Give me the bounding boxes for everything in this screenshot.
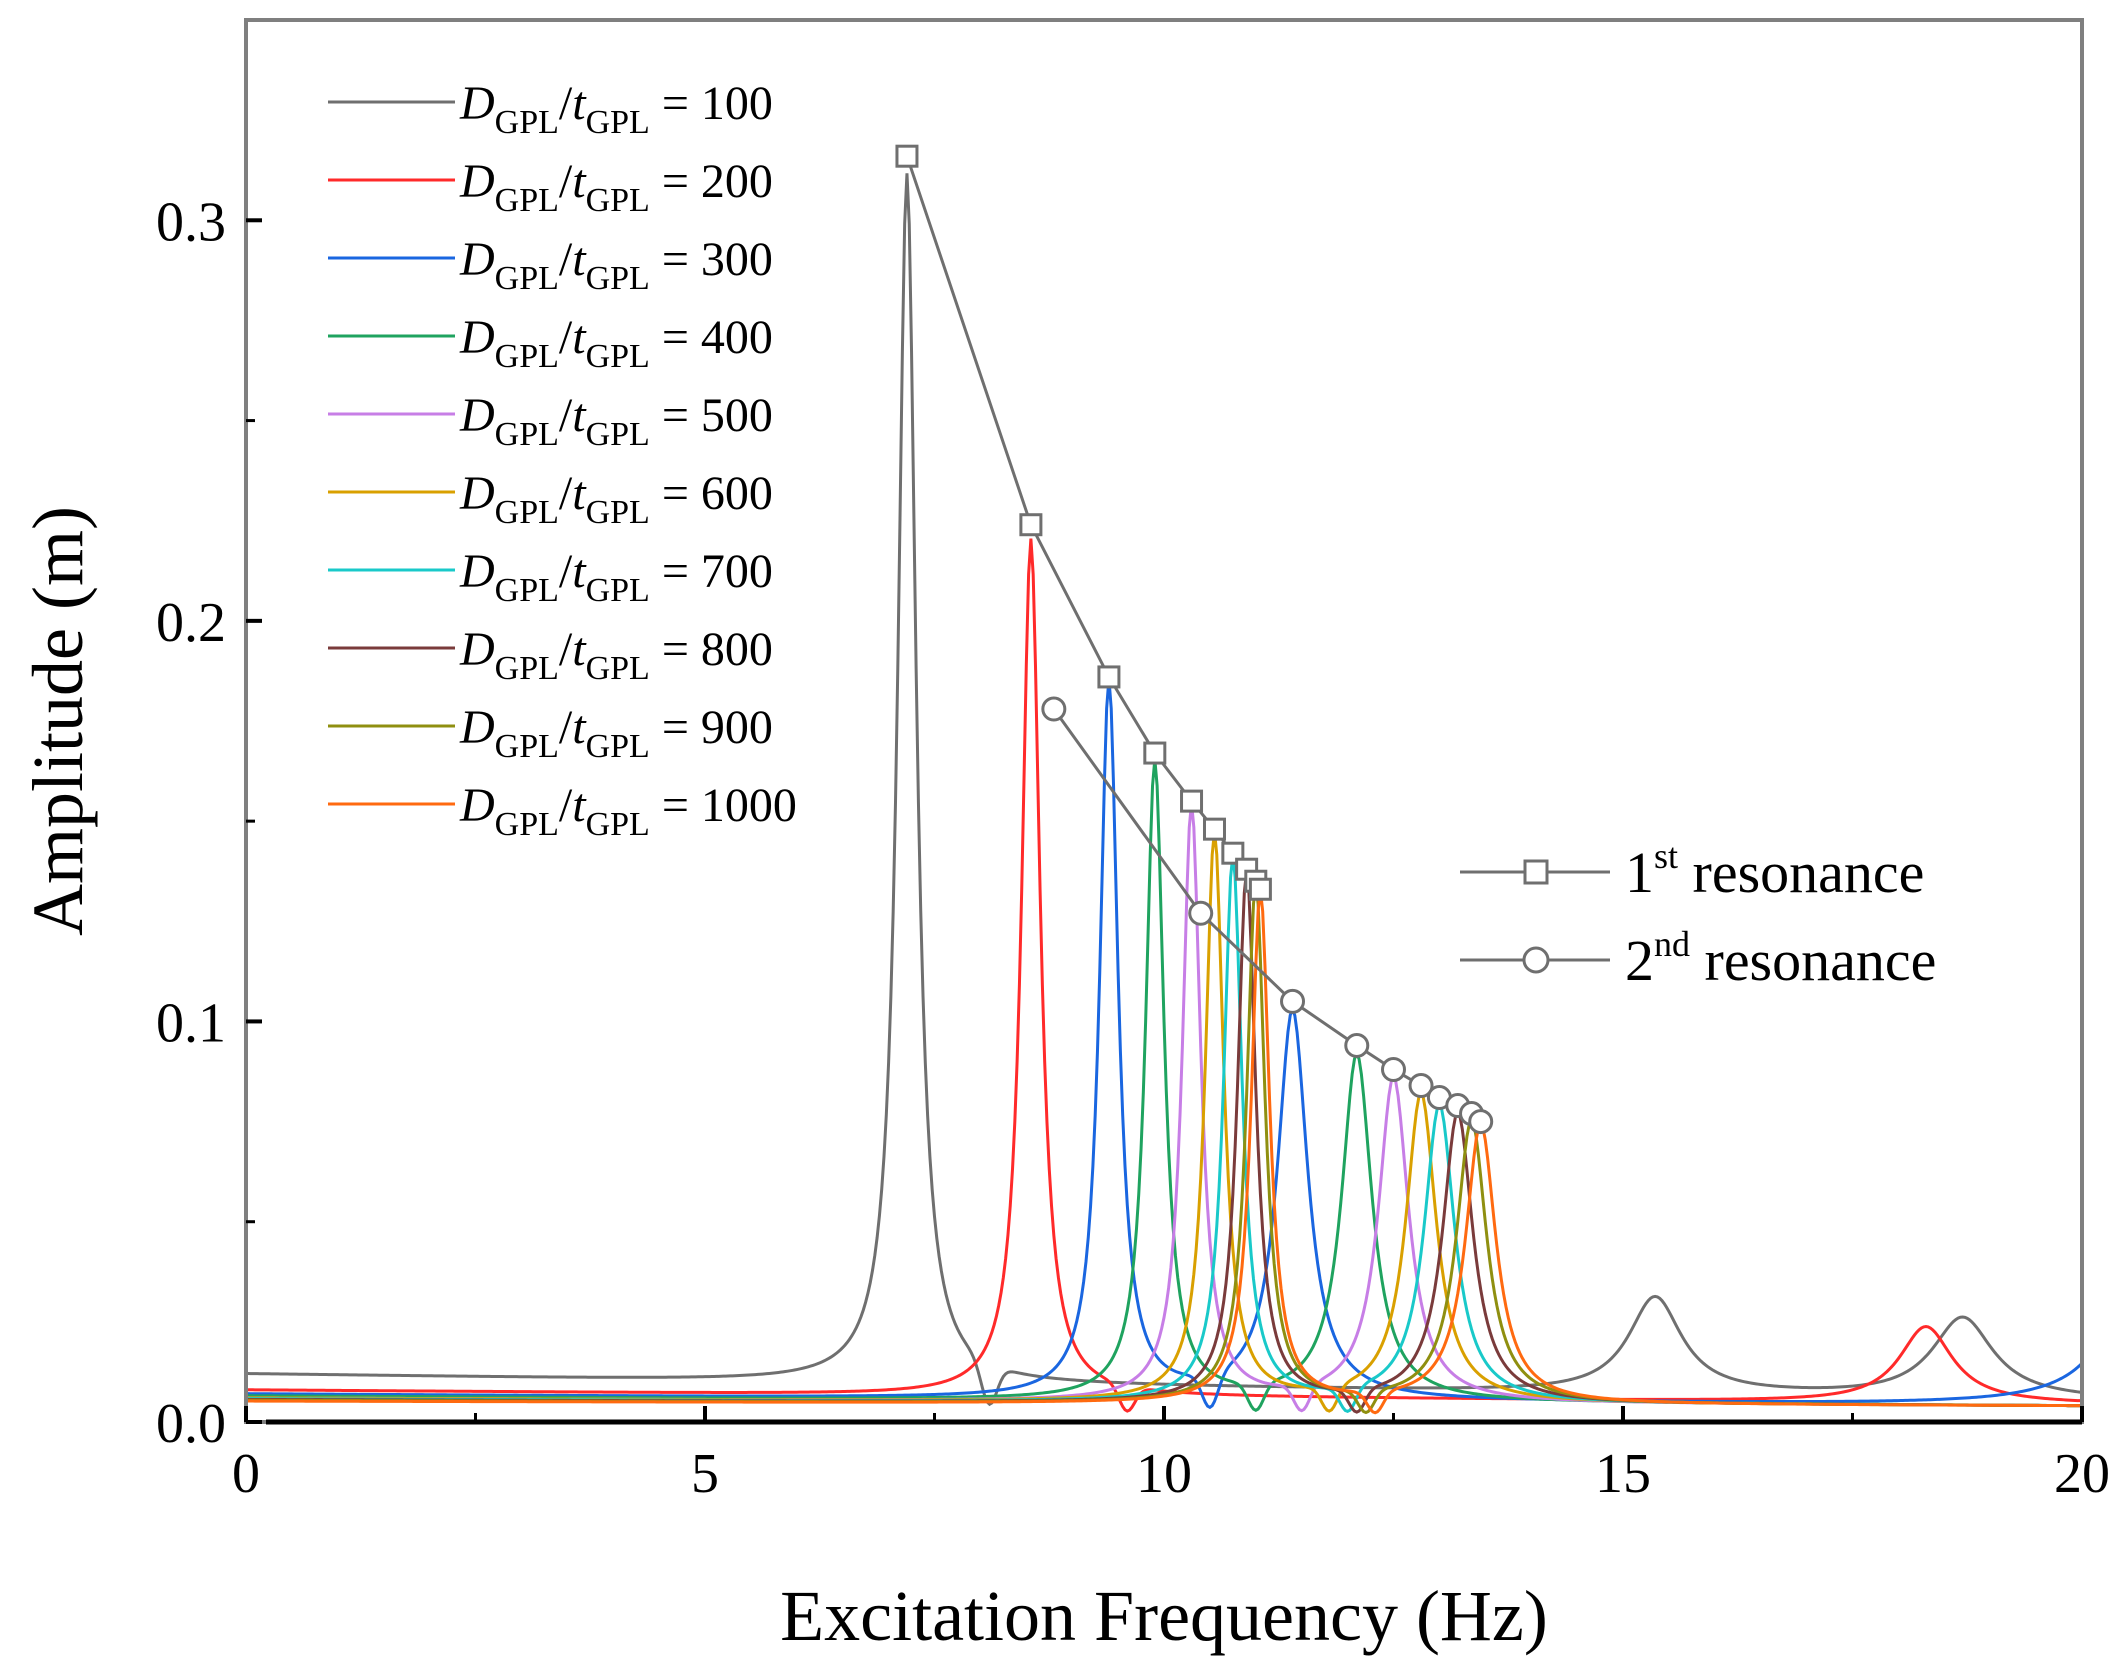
y-tick-label: 0.0 [156,1393,226,1455]
resonance-marker-layer [895,144,1494,1135]
second-resonance-marker [1344,1032,1370,1058]
first-resonance-marker [1097,665,1121,689]
y-tick-label: 0.3 [156,191,226,253]
x-axis-title: Excitation Frequency (Hz) [780,1576,1548,1656]
resonance-legend-label: 2nd resonance [1625,924,1936,993]
series-layer [246,173,2082,1415]
series-line-100 [246,173,2082,1407]
second-resonance-marker [1468,1109,1494,1135]
legend-layer: DGPL/tGPL = 100 DGPL/tGPL = 200 DGPL/tGPL … [328,77,1936,993]
first-resonance-marker [1202,817,1226,841]
legend-label-300: DGPL/tGPL = 300 [459,233,773,297]
legend-label-1000: DGPL/tGPL = 1000 [459,779,797,843]
first-resonance-marker [1143,741,1167,765]
second-resonance-marker [1381,1056,1406,1082]
first-resonance-marker [1248,877,1272,901]
y-tick-label: 0.2 [156,592,226,654]
resonance-legend-label: 1st resonance [1625,836,1924,905]
second-resonance-marker [1280,988,1306,1014]
x-tick-label: 15 [1595,1443,1651,1505]
y-tick-label: 0.1 [156,992,226,1054]
legend-label-200: DGPL/tGPL = 200 [459,155,773,219]
first-resonance-marker [1019,513,1043,537]
legend-label-400: DGPL/tGPL = 400 [459,311,773,375]
x-tick-label: 10 [1136,1443,1192,1505]
legend-label-800: DGPL/tGPL = 800 [459,623,773,687]
legend-label-900: DGPL/tGPL = 900 [459,701,773,765]
series-line-300 [246,678,2082,1410]
resonance-legend-square-icon [1523,859,1549,885]
second-resonance-marker [1408,1073,1434,1099]
legend-label-600: DGPL/tGPL = 600 [459,467,773,531]
series-line-1000 [246,889,2082,1415]
second-resonance-marker [1041,696,1067,722]
resonance-line-1 [905,155,1262,890]
first-resonance-marker [895,144,919,168]
first-resonance-marker [1180,789,1204,813]
plot-frame [244,18,2084,1424]
second-resonance-marker [1188,900,1214,926]
x-tick-label: 20 [2054,1443,2110,1505]
resonance-legend-circle-icon [1522,946,1550,974]
y-axis-title: Amplitude (m) [18,506,98,936]
legend-label-100: DGPL/tGPL = 100 [459,77,773,141]
axes-layer: 0 5 10 15 20 0.0 0.1 0.2 0.3 [156,18,2110,1505]
legend-label-700: DGPL/tGPL = 700 [459,545,773,609]
x-tick-label: 5 [691,1443,719,1505]
x-tick-label: 0 [232,1443,260,1505]
legend-label-500: DGPL/tGPL = 500 [459,389,773,453]
